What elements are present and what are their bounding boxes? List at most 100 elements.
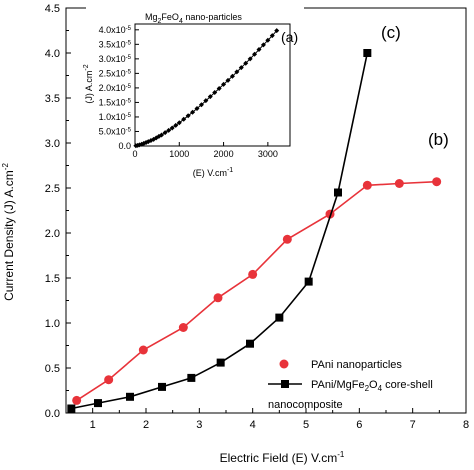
inset-series-point <box>198 102 204 108</box>
inset-y-tick-label: 2.5x10-5 <box>99 68 132 78</box>
main-y-tick-label: 4.5 <box>45 3 60 15</box>
panel-label-b: (b) <box>428 130 449 149</box>
series-0-point <box>213 293 223 303</box>
main-y-tick-label: 2.5 <box>45 183 60 195</box>
inset-y-axis-title: (J) A.cm-2 <box>83 64 94 103</box>
series-1-point <box>334 188 342 197</box>
inset-y-tick-label: 3.0x10-5 <box>99 54 132 64</box>
y-title-sup: -2 <box>1 163 10 171</box>
main-y-tick-label: 3.5 <box>45 93 60 105</box>
inset-series-point <box>243 60 249 66</box>
series-0-point <box>282 234 292 244</box>
main-x-axis-title: Electric Field (E) V.cm-1 <box>220 450 345 465</box>
main-y-axis-title: Current Density (J) A.cm-2 <box>1 163 16 301</box>
inset-series-point <box>185 113 191 119</box>
inset-y-tick-label: 1.5x10-5 <box>99 97 132 107</box>
inset-series-point <box>181 116 187 122</box>
inset-series-point <box>265 37 271 43</box>
series-0-point <box>248 269 258 279</box>
inset-title: Mg2FeO4 nano-particles <box>145 12 242 25</box>
inset-series-group <box>133 28 280 149</box>
main-y-tick-label: 0.0 <box>45 408 60 420</box>
inset-series-point <box>238 65 244 71</box>
inset-series-point <box>169 125 175 131</box>
series-1-point <box>216 358 225 367</box>
series-1-point <box>246 339 254 348</box>
inset-series-point <box>194 106 200 112</box>
inset-series-point <box>212 90 218 96</box>
legend-composite-part2: O <box>369 379 378 391</box>
main-series-group <box>67 49 442 413</box>
inset-series-point <box>256 47 262 53</box>
inset-title-part1: Mg <box>145 12 158 22</box>
main-x-tick-label: 6 <box>356 419 362 431</box>
inset-x-title-text: (E) V.cm <box>193 168 227 178</box>
inset-y-tick-label: 3.5x10-5 <box>99 39 132 49</box>
legend-composite-sub2: 4 <box>378 384 383 393</box>
inset-x-tick-label: 0 <box>132 149 137 159</box>
y-title-name: Current Density <box>2 218 16 301</box>
inset-panel-label: (a) <box>281 29 298 45</box>
x-title-unit: V.cm <box>311 451 337 465</box>
main-x-tick-label: 3 <box>196 419 202 431</box>
legend-label-composite-line2: nanocomposite <box>268 399 343 411</box>
series-1-point <box>158 382 166 391</box>
panel-label-c: (c) <box>381 23 401 42</box>
main-y-tick-label: 3.0 <box>45 138 60 150</box>
inset-series-point <box>166 127 172 133</box>
inset-x-title-sup: -1 <box>227 167 233 174</box>
inset-series-point <box>274 28 280 34</box>
inset-x-axis-title: (E) V.cm-1 <box>193 167 234 178</box>
series-1-point <box>67 404 76 413</box>
main-y-tick-label: 1.0 <box>45 318 60 330</box>
x-title-name: Electric Field <box>220 451 289 465</box>
inset-plot: 0 1000 2000 3000 0.0 5.0x10-5 1.0x10-5 1.5x10-… <box>83 6 304 184</box>
inset-series-point <box>176 120 182 126</box>
y-title-qty: (J) <box>2 200 16 214</box>
series-0-point <box>178 323 188 332</box>
series-0-point <box>138 345 148 355</box>
main-y-tick-label: 1.5 <box>45 273 60 285</box>
inset-series-point <box>173 122 179 128</box>
inset-series-point <box>221 81 227 87</box>
legend-composite-part1: PAni/MgFe <box>311 379 365 391</box>
inset-series-point <box>247 56 253 62</box>
series-0-point <box>362 180 372 190</box>
inset-series-point <box>252 51 258 57</box>
y-title-unit: A.cm <box>2 170 16 197</box>
legend-marker-composite <box>281 380 289 388</box>
legend: PAni nanoparticles PAni/MgFe2O4 core-she… <box>268 359 433 411</box>
inset-series-point <box>203 98 209 104</box>
inset-y-tick-label: 2.0x10-5 <box>99 83 132 93</box>
main-x-tick-label: 5 <box>303 419 309 431</box>
inset-y-title-text: (J) A.cm <box>84 71 94 104</box>
main-x-tick-label: 1 <box>90 419 96 431</box>
inset-background <box>86 6 304 184</box>
inset-series-point <box>260 42 266 48</box>
series-0-point <box>394 179 404 188</box>
series-0-point <box>72 395 82 405</box>
main-y-axis: 0.0 0.5 1.0 1.5 2.0 2.5 3.0 3.5 4.0 4.5 <box>45 3 71 420</box>
series-1-point <box>94 399 102 408</box>
legend-label-composite: PAni/MgFe2O4 core-shell <box>311 379 433 393</box>
inset-series-point <box>190 109 196 115</box>
legend-label-pani: PAni nanoparticles <box>311 359 402 371</box>
inset-title-sub2: 4 <box>179 18 183 25</box>
inset-y-tick-label: 0.0 <box>118 141 131 151</box>
legend-marker-pani <box>279 359 289 369</box>
inset-plot-frame <box>134 23 291 147</box>
main-x-tick-label: 2 <box>143 419 149 431</box>
legend-composite-sub1: 2 <box>365 384 370 393</box>
inset-series-point <box>229 73 235 79</box>
inset-y-tick-label: 1.0x10-5 <box>99 112 132 122</box>
series-1-point <box>187 373 196 382</box>
main-x-tick-label: 4 <box>250 419 256 431</box>
series-1-point <box>363 49 372 57</box>
main-x-tick-label: 7 <box>410 419 416 431</box>
inset-series-point <box>159 132 165 138</box>
main-y-tick-label: 2.0 <box>45 228 60 240</box>
legend-composite-part3: core-shell <box>382 379 433 391</box>
inset-y-title-sup: -2 <box>83 64 90 70</box>
inset-y-axis: 0.0 5.0x10-5 1.0x10-5 1.5x10-5 2.0x10-5 2.5x1… <box>99 25 139 151</box>
